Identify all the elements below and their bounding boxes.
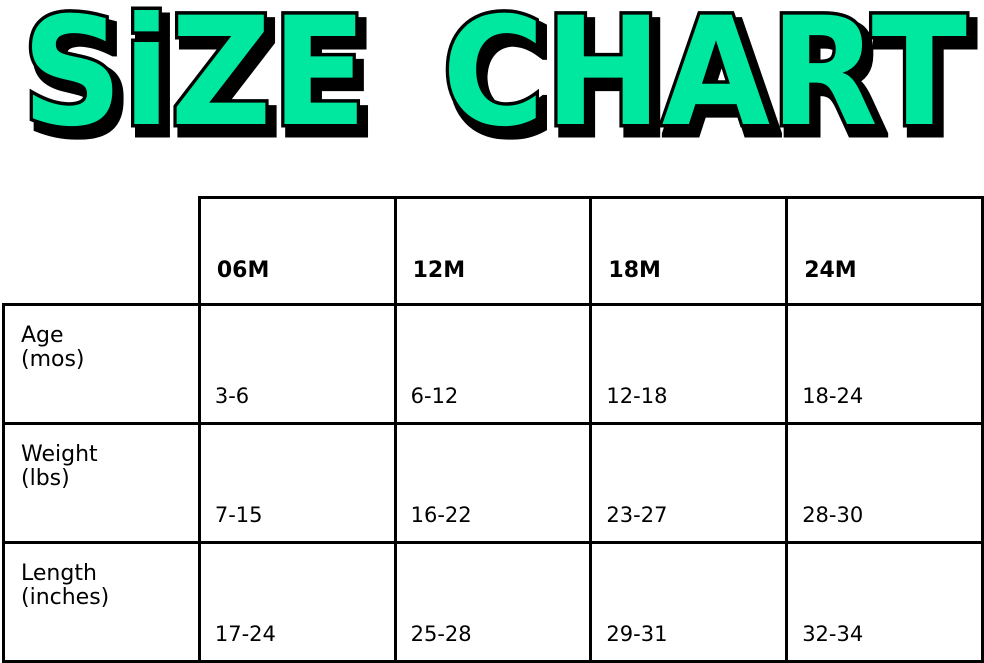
table-row-length: Length (inches) 17-24 25-28 29-31 32-34 — [2, 541, 984, 663]
row-label: Weight (lbs) — [2, 422, 201, 544]
table-cell: 28-30 — [785, 422, 984, 544]
table-cell: 6-12 — [393, 303, 593, 425]
row-label-unit: (mos) — [21, 347, 85, 372]
table-cell: 7-15 — [197, 422, 397, 544]
row-label-line: Age — [21, 323, 64, 348]
column-header: 06M — [197, 196, 397, 306]
row-label-line: Weight — [21, 442, 98, 467]
table-cell: 23-27 — [589, 422, 789, 544]
row-label-unit: (lbs) — [21, 466, 70, 491]
table-cell: 12-18 — [589, 303, 789, 425]
table-cell: 29-31 — [589, 541, 789, 663]
table-cell: 18-24 — [785, 303, 984, 425]
title-word2: CHART — [442, 0, 967, 150]
column-header: 18M — [589, 196, 789, 306]
table-cell: 17-24 — [197, 541, 397, 663]
table-cell: 16-22 — [393, 422, 593, 544]
table-row-weight: Weight (lbs) 7-15 16-22 23-27 28-30 — [2, 422, 984, 544]
table-cell: 25-28 — [393, 541, 593, 663]
title-word1: SiZE — [22, 0, 367, 150]
header-row: 06M 12M 18M 24M — [3, 196, 984, 306]
column-header: 12M — [393, 196, 593, 306]
table-row-age: Age (mos) 3-6 6-12 12-18 18-24 — [2, 303, 984, 425]
row-label: Length (inches) — [2, 541, 201, 663]
row-label-line: Length — [21, 561, 97, 586]
column-header: 24M — [785, 196, 984, 306]
size-chart-title: SiZE CHART — [19, 0, 971, 150]
corner-cell — [3, 197, 201, 306]
table-cell: 3-6 — [197, 303, 397, 425]
size-table: 06M 12M 18M 24M Age (mos) 3-6 6-12 12-18 … — [2, 196, 984, 663]
row-label-unit: (inches) — [21, 585, 110, 610]
row-label: Age (mos) — [2, 303, 201, 425]
table-cell: 32-34 — [785, 541, 984, 663]
